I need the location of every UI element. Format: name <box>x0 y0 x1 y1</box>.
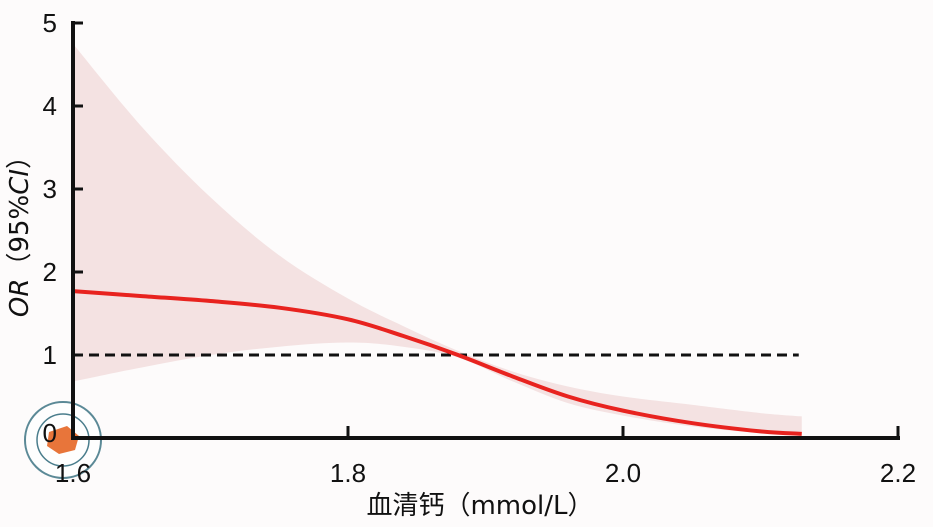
x-axis-title: 血清钙（mmol/L） <box>366 491 593 521</box>
x-tick-label: 1.8 <box>330 458 366 488</box>
y-axis-title: OR（95%CI） <box>5 143 35 317</box>
confidence-band <box>73 43 802 435</box>
y-tick-label: 2 <box>43 257 57 287</box>
x-tick-label: 2.2 <box>880 458 916 488</box>
x-tick-label: 1.6 <box>55 458 91 488</box>
y-tick-label: 0 <box>43 418 57 448</box>
y-tick-label: 1 <box>43 340 57 370</box>
y-tick-label: 5 <box>43 8 57 38</box>
or-curve <box>72 289 802 436</box>
y-tick-label: 4 <box>43 91 57 121</box>
x-tick-label: 2.0 <box>605 458 641 488</box>
y-tick-label: 3 <box>43 174 57 204</box>
